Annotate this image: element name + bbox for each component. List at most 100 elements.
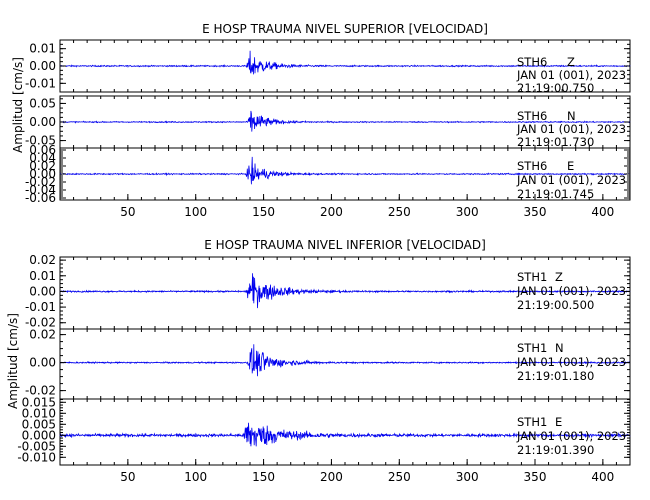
y-tick-label: 0.04 <box>29 151 56 165</box>
panel-sth1-z: 0.02 0.010.00 -0.01 -0.02 STH1 Z JAN 01 (00… <box>25 253 631 330</box>
x-tick-label: 350 <box>524 470 547 484</box>
y-tick-label: 0.000 <box>22 428 56 442</box>
x-tick-label: 300 <box>456 470 479 484</box>
x-tick-label: 350 <box>524 205 547 219</box>
y-tick-label: 0.02 <box>29 328 56 342</box>
waveform-line <box>59 422 631 447</box>
waveform-sth6-n <box>59 110 631 132</box>
y-ticks-sth6-n: 0.05 0.00 -0.05 <box>25 96 630 148</box>
y-tick-label: 0.00 <box>29 356 56 370</box>
chart-title-top: E HOSP TRAUMA NIVEL SUPERIOR [VELOCIDAD] <box>202 22 488 36</box>
y-tick-label: -0.005 <box>17 439 56 453</box>
y-tick-label: 0.00 <box>29 59 56 73</box>
waveform-sth6-e <box>59 156 631 185</box>
y-tick-label: 0.00 <box>29 284 56 298</box>
y-ticks-sth6-e: 0.060.040.020.00-0.02-0.04-0.06 <box>25 143 630 205</box>
channel-time: 21:19:01.390 <box>517 443 594 457</box>
component-label: N <box>555 341 564 355</box>
y-tick-label: 0.005 <box>22 417 56 431</box>
x-tick-label: 200 <box>320 205 343 219</box>
y-tick-label: -0.02 <box>25 175 56 189</box>
x-axis-ticks-bottom: 50 100 150 200 250 300 350 400 <box>73 257 617 484</box>
channel-date: JAN 01 (001), 2023 <box>516 122 626 136</box>
channel-time: 21:19:00.500 <box>517 298 594 312</box>
channel-time: 21:19:01.180 <box>517 369 594 383</box>
y-tick-label: 0.010 <box>22 406 56 420</box>
y-tick-label: -0.06 <box>25 191 56 205</box>
y-tick-label: 0.02 <box>29 159 56 173</box>
waveform-line <box>59 50 631 75</box>
x-tick-label: 100 <box>184 205 207 219</box>
y-tick-label: 0.015 <box>22 395 56 409</box>
waveform-sth1-e <box>59 422 631 447</box>
channel-label: STH6 <box>517 109 547 123</box>
channel-time: 21:19:01.730 <box>517 135 594 149</box>
y-tick-label: 0.00 <box>29 115 56 129</box>
channel-date: JAN 01 (001), 2023 <box>516 173 626 187</box>
y-tick-label: 0.00 <box>29 167 56 181</box>
y-tick-label: 0.01 <box>29 269 56 283</box>
y-ticks-sth1-n: 0.02 0.00 -0.02 <box>25 328 630 398</box>
x-axis-ticks-top: 50 100 150 200 250 300 350 400 <box>73 40 617 219</box>
y-tick-label: -0.02 <box>25 384 56 398</box>
panel-sth1-n: 0.020.00-0.02 STH1 N JAN 01 (001), 2023 … <box>25 328 631 400</box>
x-tick-label: 400 <box>591 470 614 484</box>
x-tick-label: 150 <box>252 205 275 219</box>
y-tick-label: 0.02 <box>29 253 56 267</box>
channel-date: JAN 01 (001), 2023 <box>516 355 626 369</box>
y-tick-label: -0.02 <box>25 316 56 330</box>
channel-label: STH1 <box>517 270 547 284</box>
panel-sth6-n: 0.050.00-0.05 STH6 N JAN 01 (001), 2023 … <box>25 95 631 149</box>
channel-label: STH1 <box>517 415 547 429</box>
waveform-line <box>59 156 631 185</box>
waveform-sth1-z <box>59 273 631 309</box>
panel-sth6-z: 0.010.00-0.01 STH6 Z JAN 01 (001), 2023 … <box>25 39 631 95</box>
waveform-sth1-n <box>59 344 631 377</box>
chart-bottom: E HOSP TRAUMA NIVEL INFERIOR [VELOCIDAD]… <box>6 238 631 484</box>
waveform-sth6-z <box>59 50 631 75</box>
y-axis-label-top: Amplitud [cm/s] <box>11 57 25 153</box>
component-label: E <box>555 415 562 429</box>
y-tick-label: -0.010 <box>17 450 56 464</box>
channel-date: JAN 01 (001), 2023 <box>516 429 626 443</box>
y-tick-label: 0.01 <box>29 42 56 56</box>
x-tick-label: 300 <box>456 205 479 219</box>
x-tick-label: 200 <box>320 470 343 484</box>
y-tick-label: -0.05 <box>25 134 56 148</box>
x-tick-label: 250 <box>388 205 411 219</box>
channel-label: STH6 <box>517 55 547 69</box>
channel-label: STH6 <box>517 159 547 173</box>
y-tick-label: -0.01 <box>25 300 56 314</box>
component-label: Z <box>555 270 563 284</box>
y-tick-label: -0.01 <box>25 76 56 90</box>
y-tick-label: 0.05 <box>29 96 56 110</box>
waveform-line <box>59 110 631 132</box>
waveform-line <box>59 273 631 309</box>
chart-top: E HOSP TRAUMA NIVEL SUPERIOR [VELOCIDAD]… <box>11 22 631 219</box>
chart-title-bottom: E HOSP TRAUMA NIVEL INFERIOR [VELOCIDAD] <box>204 238 486 252</box>
channel-date: JAN 01 (001), 2023 <box>516 284 626 298</box>
y-ticks-sth1-z: 0.02 0.010.00 -0.01 -0.02 <box>25 253 630 330</box>
panel-sth6-e: 0.060.040.020.00-0.02-0.04-0.06 STH6 E J… <box>25 143 631 205</box>
x-tick-label: 400 <box>591 205 614 219</box>
x-tick-label: 150 <box>252 470 275 484</box>
y-axis-label-bottom: Amplitud [cm/s] <box>6 313 20 409</box>
x-tick-label: 250 <box>388 470 411 484</box>
y-tick-label: -0.04 <box>25 183 56 197</box>
x-tick-label: 50 <box>120 470 135 484</box>
component-label: E <box>567 159 574 173</box>
y-ticks-sth6-z: 0.01 0.00 -0.01 <box>25 42 630 90</box>
channel-time: 21:19:00.750 <box>517 81 594 95</box>
component-label: Z <box>567 55 575 69</box>
waveform-line <box>59 344 631 377</box>
channel-label: STH1 <box>517 341 547 355</box>
x-tick-label: 50 <box>120 205 135 219</box>
channel-time: 21:19:01.745 <box>517 187 594 201</box>
y-tick-label: 0.06 <box>29 143 56 157</box>
component-label: N <box>567 109 576 123</box>
channel-date: JAN 01 (001), 2023 <box>516 68 626 82</box>
x-tick-label: 100 <box>184 470 207 484</box>
